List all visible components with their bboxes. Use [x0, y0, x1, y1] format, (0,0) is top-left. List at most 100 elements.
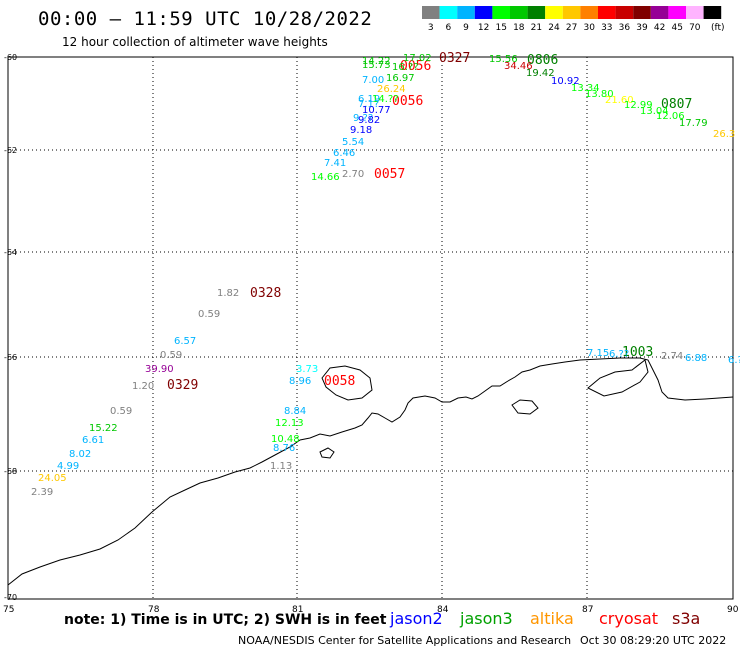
swh-value: 5.54: [342, 137, 364, 148]
swh-value: 16.97: [386, 73, 415, 84]
swh-value: 2.74: [661, 351, 683, 362]
lat-label: -60: [4, 53, 17, 62]
island-tiny: [319, 447, 335, 459]
swh-value: 12.99: [624, 100, 653, 111]
footer-note: note: 1) Time is in UTC; 2) SWH is in fe…: [64, 612, 387, 628]
swh-value: 15.73: [362, 60, 391, 71]
legend-swatch: [474, 6, 493, 19]
swh-value: 9.82: [358, 115, 380, 126]
swh-value: 6.??: [609, 349, 629, 360]
legend-value-label: 30: [583, 23, 595, 33]
pass-time-labels: 0327 0806 0056 0056 0807 0057 0328 0329 …: [167, 51, 692, 393]
swh-value: 10.48: [271, 434, 300, 445]
legend-swatch: [650, 6, 669, 19]
mission-jason3: jason3: [460, 609, 513, 628]
legend-swatch: [686, 6, 704, 19]
swh-value: 0.59: [198, 309, 220, 320]
legend-value-label: 36: [619, 23, 631, 33]
longitude-labels: 75 78 81 84 87 90: [3, 605, 739, 615]
legend-swatch: [598, 6, 616, 19]
pass-time: 0806: [527, 53, 558, 68]
lat-label: -68: [4, 467, 17, 476]
pass-time: 0328: [250, 286, 281, 301]
legend-swatch: [668, 6, 686, 19]
legend-swatch: [580, 6, 598, 19]
legend-swatch: [492, 6, 510, 19]
swh-value: 8.96: [289, 376, 311, 387]
legend-value-label: 6: [446, 23, 452, 33]
swh-value: 1.82: [217, 288, 239, 299]
swh-value: 14.??: [372, 94, 399, 105]
mission-jason2: jason2: [390, 609, 443, 628]
lon-label: 78: [148, 605, 160, 615]
swh-value: 6.57: [174, 336, 196, 347]
mission-s3a: s3a: [672, 609, 701, 628]
pass-time: 1003: [622, 345, 653, 360]
swh-value: 1.13: [270, 461, 292, 472]
legend-value-label: 33: [601, 23, 612, 33]
pass-time: 0058: [324, 374, 355, 389]
legend-value-label: 70: [689, 23, 701, 33]
swh-value: 12.13: [275, 418, 304, 429]
ice-shelf-west: [321, 365, 373, 401]
swh-value: 12.06: [656, 111, 685, 122]
swh-value: 16.??: [392, 62, 419, 73]
swh-value: 2.70: [342, 169, 364, 180]
swh-value: 0.59: [160, 350, 182, 361]
legend-value-label: 9: [463, 23, 469, 33]
swh-value: 13.34: [571, 83, 600, 94]
legend-swatch: [703, 6, 722, 19]
lon-label: 90: [727, 605, 739, 615]
legend-swatch: [422, 6, 440, 19]
lat-label: -64: [4, 248, 17, 257]
page-title: 00:00 — 11:59 UTC 10/28/2022: [38, 8, 373, 30]
swh-value: 26.24: [377, 84, 406, 95]
swh-value: 10.92: [551, 76, 580, 87]
credit-line: NOAA/NESDIS Center for Satellite Applica…: [238, 634, 572, 647]
graticule: [8, 57, 733, 599]
swh-value: 15.56: [489, 54, 518, 65]
swh-value: 9.??: [353, 113, 373, 124]
swh-value: 19.42: [526, 68, 555, 79]
swh-value: 1.20: [132, 381, 154, 392]
legend-swatch: [633, 6, 651, 19]
swh-value: 26.3: [713, 129, 735, 140]
lat-label: -70: [4, 593, 17, 602]
mission-cryosat: cryosat: [599, 609, 659, 628]
legend-value-label: 21: [531, 23, 542, 33]
lon-label: 81: [292, 605, 303, 615]
lat-label: -62: [4, 146, 17, 155]
swh-value: 21.60: [605, 95, 634, 106]
swh-value: 17.79: [679, 118, 708, 129]
swh-value: 6.88: [685, 353, 707, 364]
swh-value: 6.61: [82, 435, 104, 446]
legend-swatch: [457, 6, 475, 19]
lon-label: 75: [3, 605, 14, 615]
legend-swatch: [615, 6, 634, 19]
legend-swatch: [527, 6, 546, 19]
wave-height-labels: 14.22 15.73 17.02 16.?? 16.97 7.00 26.24…: [31, 53, 740, 498]
swh-value: 7.41: [324, 158, 346, 169]
swh-value: 8.84: [284, 406, 306, 417]
swh-value: 14.22: [362, 56, 391, 67]
legend-value-label: 24: [548, 23, 560, 33]
legend-value-label: 18: [513, 23, 525, 33]
ice-rise-east: [587, 359, 649, 397]
lat-label: -66: [4, 353, 17, 362]
swh-value: 3.73: [296, 364, 318, 375]
swh-value: 14.66: [311, 172, 340, 183]
legend-value-label: 12: [478, 23, 489, 33]
swh-value: 4.99: [57, 461, 79, 472]
legend-swatch: [439, 6, 458, 19]
legend-value-label: 42: [654, 23, 665, 33]
latitude-labels: -60 -62 -64 -66 -68 -70: [4, 53, 17, 602]
antarctic-coast: [7, 357, 734, 586]
pass-time: 0057: [374, 167, 405, 182]
swh-value: 34.46: [504, 61, 533, 72]
swh-value: 17.02: [403, 53, 432, 64]
swh-value: 9.18: [350, 125, 372, 136]
pass-time: 0327: [439, 51, 470, 66]
legend-value-label: 45: [671, 23, 682, 33]
page-subtitle: 12 hour collection of altimeter wave hei…: [62, 35, 328, 49]
coastline: [7, 357, 734, 586]
